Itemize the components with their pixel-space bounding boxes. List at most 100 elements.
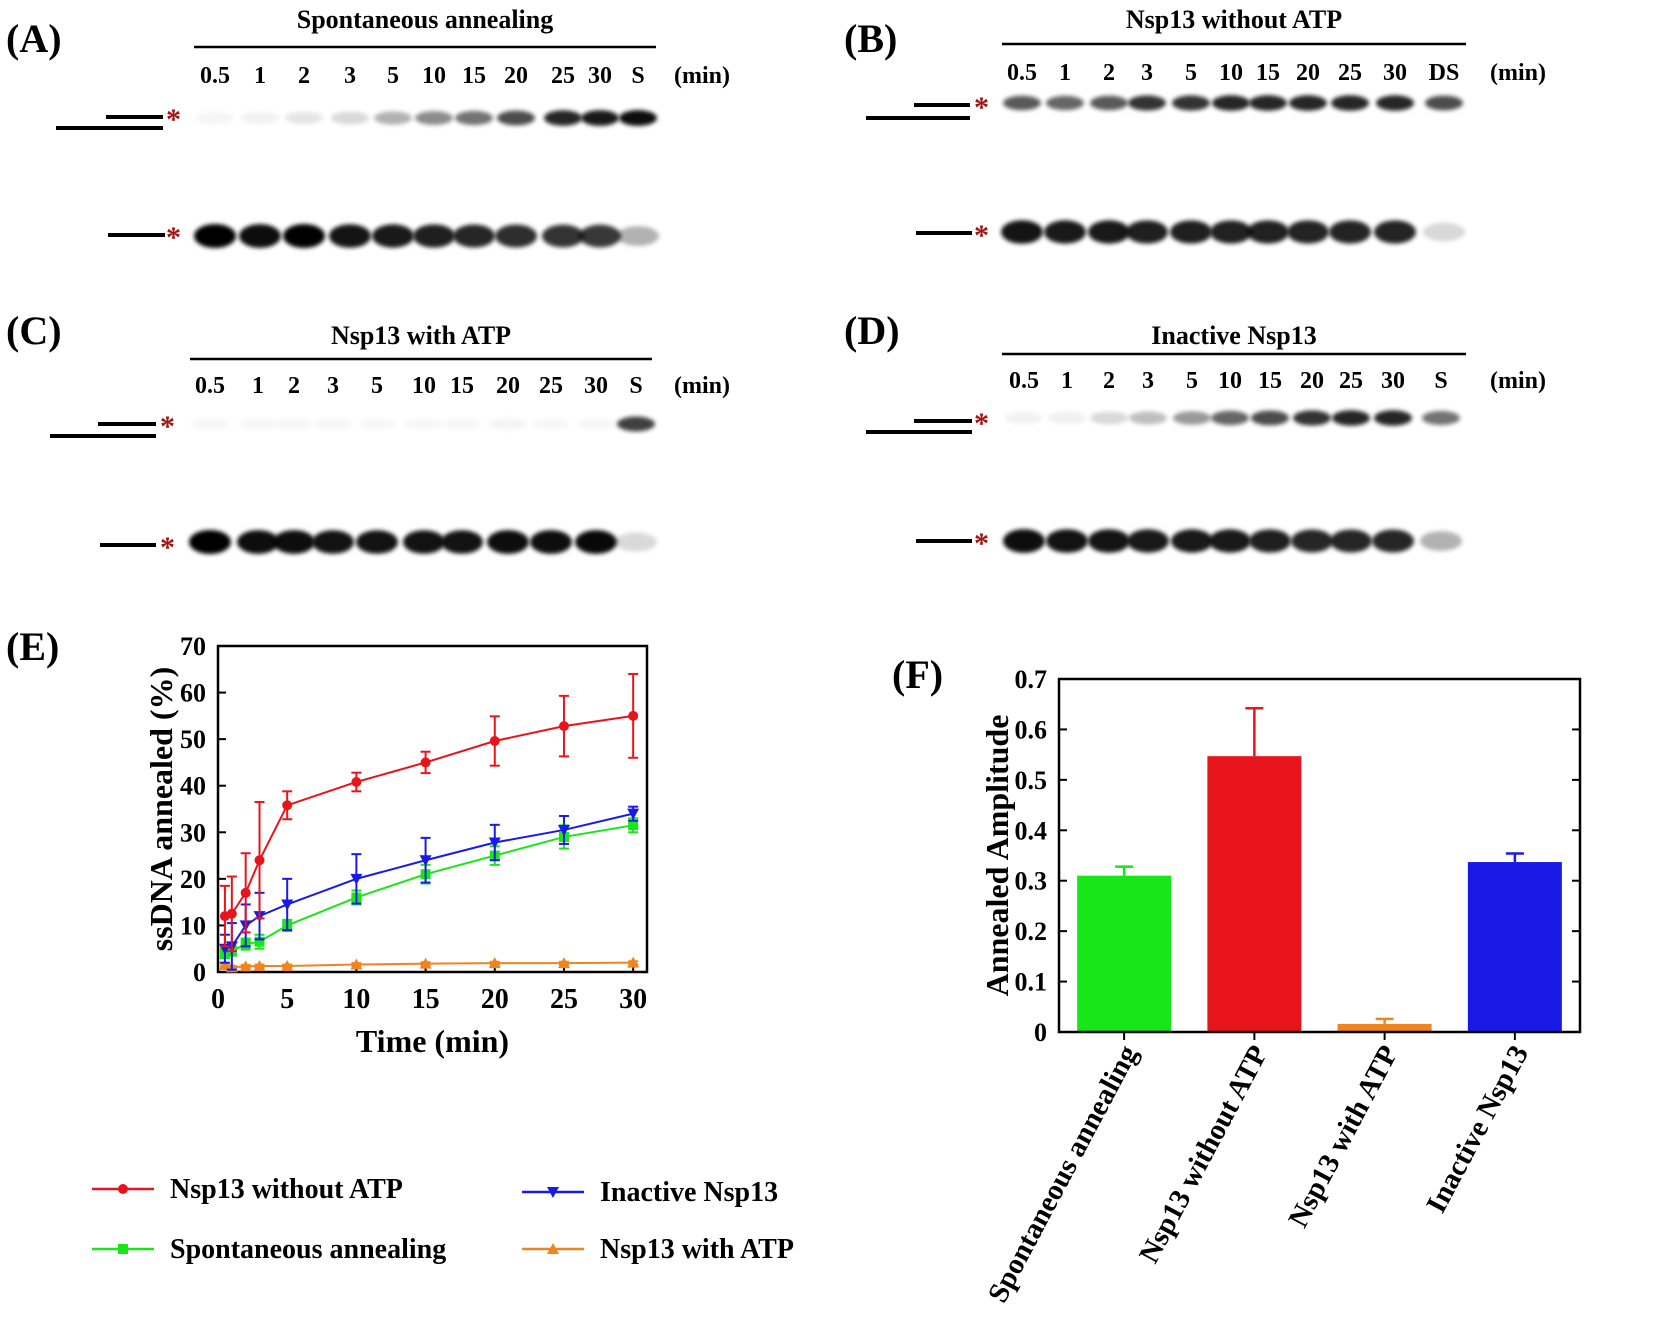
gel-band-single-strand: [1374, 220, 1416, 244]
gel-panel-b: (B) Nsp13 without ATP 0.5 1 2 3 5 10 15 20 25 30 DS (…: [844, 5, 1546, 252]
gel-band-single-strand: [617, 226, 659, 246]
panel-label: (A): [6, 16, 62, 61]
series-line: [224, 961, 634, 969]
data-point: [628, 710, 639, 721]
lane-label: 2: [1103, 60, 1115, 86]
y-tick-label: 50: [180, 725, 206, 754]
lane-unit-label: (min): [1490, 60, 1546, 86]
lane-label: 25: [1339, 368, 1363, 394]
lane-label: 2: [1103, 368, 1115, 394]
x-axis-label: Time (min): [356, 1023, 509, 1059]
gel-band-duplex: [275, 418, 313, 430]
legend-item: Nsp13 with ATP: [522, 1234, 794, 1265]
gel-band-single-strand: [1170, 220, 1212, 244]
lane-label: 2: [298, 63, 310, 89]
gel-band-duplex: [1425, 95, 1463, 111]
gel-band-single-strand: [403, 530, 445, 554]
bar-group: Inactive Nsp13: [1420, 852, 1562, 1218]
gel-band-duplex: [1128, 95, 1166, 111]
gel-band-single-strand: [237, 530, 279, 554]
gel-band-single-strand: [1209, 529, 1251, 553]
legend-item: Inactive Nsp13: [522, 1177, 778, 1208]
gel-band-duplex: [497, 110, 535, 126]
y-tick-label: 0.4: [1015, 816, 1048, 845]
gel-band-single-strand: [189, 530, 231, 554]
y-tick-label: 0.1: [1015, 968, 1048, 997]
legend-item: Spontaneous annealing: [92, 1234, 446, 1265]
data-point: [351, 776, 362, 787]
data-point: [419, 957, 432, 969]
gel-band-duplex: [1090, 411, 1128, 425]
gel-band-single-strand: [372, 224, 414, 248]
gel-band-single-strand: [239, 224, 281, 248]
gel-band-duplex: [374, 111, 412, 125]
x-tick-label: 0: [211, 984, 225, 1015]
data-point: [282, 800, 293, 811]
gel-band-single-strand: [1127, 529, 1169, 553]
y-tick-label: 20: [180, 865, 206, 894]
gel-band-single-strand: [1372, 529, 1414, 553]
single-strand-asterisk: *: [974, 219, 989, 252]
panel-label: (E): [6, 624, 59, 669]
gel-title: Spontaneous annealing: [297, 5, 553, 34]
x-tick-label: 20: [481, 984, 509, 1015]
gel-band-single-strand: [487, 530, 529, 554]
lane-label: 5: [387, 63, 399, 89]
lane-label: 1: [1059, 60, 1071, 86]
gel-band-duplex: [1046, 95, 1084, 111]
gel-band-single-strand: [495, 224, 537, 248]
gel-band-single-strand: [1126, 220, 1168, 244]
gel-band-single-strand: [615, 532, 657, 552]
x-category-label: Spontaneous annealing: [982, 1040, 1145, 1308]
lane-label: 30: [588, 63, 612, 89]
data-point: [254, 855, 265, 866]
gel-band-duplex: [1422, 410, 1460, 426]
lane-label: 20: [1296, 60, 1320, 86]
gel-band-duplex: [285, 111, 323, 125]
lane-label: 15: [450, 373, 474, 399]
lane-label: 10: [422, 63, 446, 89]
gel-band-duplex: [1376, 95, 1414, 111]
gel-band-single-strand: [1171, 529, 1213, 553]
data-point: [488, 957, 501, 969]
gel-band-duplex: [1289, 95, 1327, 111]
gel-band-single-strand: [194, 224, 236, 248]
gel-band-duplex: [443, 418, 481, 430]
gel-band-single-strand: [1003, 529, 1045, 553]
lane-label: 3: [1141, 60, 1153, 86]
x-tick-label: 30: [619, 984, 647, 1015]
gel-panel-a: (A) Spontaneous annealing 0.5 1 2 3 5 10 15 20 25 3…: [6, 5, 730, 254]
series-inactive-nsp13: [218, 805, 640, 971]
gel-band-single-strand: [1044, 220, 1086, 244]
data-point: [240, 887, 251, 898]
lane-label: 5: [1185, 60, 1197, 86]
gel-band-single-strand: [1001, 220, 1043, 244]
x-category-label: Nsp13 without ATP: [1133, 1040, 1274, 1268]
gel-title: Nsp13 without ATP: [1126, 5, 1342, 34]
legend-label: Spontaneous annealing: [170, 1234, 446, 1265]
gel-band-single-strand: [273, 530, 315, 554]
lane-label: 25: [539, 373, 563, 399]
gel-band-duplex: [415, 111, 453, 125]
data-point: [254, 936, 265, 947]
data-point: [350, 958, 363, 970]
data-point: [488, 837, 501, 849]
legend-item: Nsp13 without ATP: [92, 1174, 403, 1205]
lane-label: 0.5: [200, 63, 230, 89]
x-category-label: Inactive Nsp13: [1420, 1040, 1535, 1218]
lane-label: 1: [252, 373, 264, 399]
lane-label: 0.5: [1007, 60, 1037, 86]
lane-unit-label: (min): [674, 373, 730, 399]
y-tick-label: 0.6: [1015, 715, 1048, 744]
series-nsp13-without-atp: [219, 672, 639, 953]
bar: [1207, 756, 1302, 1032]
data-point: [281, 959, 294, 971]
gel-band-single-strand: [413, 224, 455, 248]
y-tick-label: 70: [180, 632, 206, 661]
legend-label: Nsp13 without ATP: [170, 1174, 403, 1205]
legend-marker: [118, 1244, 128, 1254]
gel-band-single-strand: [1210, 220, 1252, 244]
x-tick-label: 25: [550, 984, 578, 1015]
y-tick-label: 0: [1034, 1018, 1047, 1047]
gel-band-duplex: [581, 110, 619, 126]
